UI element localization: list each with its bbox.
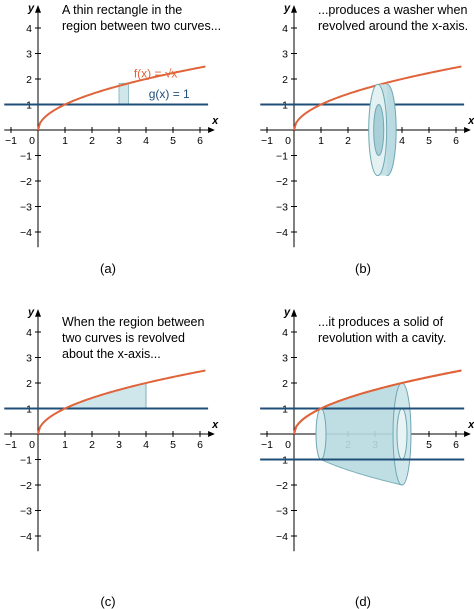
x-axis-label: x — [467, 115, 474, 127]
panel-label: (a) — [100, 261, 116, 276]
y-axis-label: y — [283, 306, 291, 318]
y-tick-label: −2 — [276, 176, 288, 188]
x-tick-label: −1 — [261, 439, 273, 451]
x-axis-arrow — [208, 127, 215, 133]
solid-body — [320, 382, 403, 486]
y-tick-label: −3 — [276, 202, 288, 214]
origin-label: 0 — [285, 135, 291, 147]
x-tick-label: 3 — [116, 135, 122, 147]
y-tick-label: −3 — [276, 506, 288, 518]
x-tick-label: 6 — [197, 135, 203, 147]
y-tick-label: −1 — [20, 151, 32, 163]
x-tick-label: 1 — [62, 135, 68, 147]
caption-line: region between two curves... — [62, 19, 221, 33]
y-tick-label: −2 — [20, 480, 32, 492]
y-axis-label: y — [283, 2, 291, 14]
panel-c: When the region between two curves is rev… — [4, 306, 219, 609]
x-tick-label: 6 — [197, 439, 203, 451]
y-tick-label: −3 — [20, 202, 32, 214]
panel-b: ...produces a washer when revolved around… — [260, 2, 474, 276]
x-tick-label: 5 — [170, 135, 176, 147]
y-tick-label: −4 — [20, 227, 32, 239]
x-tick-label: −1 — [5, 135, 17, 147]
origin-label: 0 — [29, 439, 35, 451]
x-axis-label: x — [211, 419, 219, 431]
y-tick-label: 3 — [282, 49, 288, 61]
y-tick-label: −4 — [276, 531, 288, 543]
x-tick-label: 6 — [453, 439, 459, 451]
y-tick-label: −3 — [20, 506, 32, 518]
caption-line: ...produces a washer when — [318, 3, 467, 17]
x-tick-label: 4 — [399, 135, 405, 147]
x-axis-arrow — [464, 431, 471, 437]
x-tick-label: 5 — [426, 439, 432, 451]
f-curve — [37, 65, 206, 131]
y-tick-label: 4 — [282, 327, 288, 339]
x-tick-label: 6 — [453, 135, 459, 147]
y-tick-label: −2 — [20, 176, 32, 188]
panel-a: A thin rectangle in the region between tw… — [4, 2, 221, 276]
solid-cavity — [396, 408, 408, 460]
panel-d: ...it produces a solid of revolution with… — [260, 306, 474, 609]
y-tick-label: 3 — [26, 353, 32, 365]
caption-line: ...it produces a solid of — [318, 315, 444, 329]
x-tick-label: −1 — [261, 135, 273, 147]
x-tick-label: 1 — [62, 439, 68, 451]
y-tick-label: 4 — [26, 23, 32, 35]
y-axis-arrow — [35, 309, 41, 317]
panel-label: (b) — [355, 261, 371, 276]
y-axis-label: y — [27, 2, 35, 14]
solid-left-face — [315, 408, 327, 460]
panel-label: (c) — [100, 594, 115, 609]
origin-label: 0 — [285, 439, 291, 451]
origin-label: 0 — [29, 135, 35, 147]
panel-label: (d) — [355, 594, 371, 609]
y-axis-label: y — [27, 306, 35, 318]
y-tick-label: −1 — [20, 455, 32, 467]
y-tick-label: 3 — [282, 353, 288, 365]
y-tick-label: 2 — [26, 74, 32, 86]
x-tick-label: 2 — [89, 135, 95, 147]
g-curve-label: g(x) = 1 — [149, 87, 190, 101]
x-tick-label: 4 — [143, 439, 149, 451]
y-tick-label: 4 — [26, 327, 32, 339]
x-tick-label: 1 — [318, 135, 324, 147]
thin-rectangle — [118, 82, 129, 105]
y-tick-label: 2 — [282, 74, 288, 86]
x-tick-label: 5 — [426, 135, 432, 147]
f-curve — [37, 369, 206, 435]
x-axis-label: x — [211, 115, 219, 127]
region — [65, 383, 146, 409]
y-tick-label: −4 — [276, 227, 288, 239]
caption-line: revolution with a cavity. — [318, 331, 446, 345]
y-tick-label: −2 — [276, 480, 288, 492]
y-tick-label: 2 — [26, 378, 32, 390]
y-tick-label: −1 — [276, 151, 288, 163]
x-tick-label: 4 — [143, 135, 149, 147]
x-tick-label: 2 — [345, 135, 351, 147]
x-axis-arrow — [208, 431, 215, 437]
caption-line: When the region between — [62, 315, 205, 329]
x-tick-label: 5 — [170, 439, 176, 451]
f-curve — [293, 369, 462, 435]
x-axis-arrow — [464, 127, 471, 133]
y-tick-label: −4 — [20, 531, 32, 543]
x-tick-label: 3 — [116, 439, 122, 451]
caption-line: A thin rectangle in the — [62, 3, 182, 17]
y-tick-label: 3 — [26, 49, 32, 61]
y-axis-arrow — [35, 5, 41, 13]
x-tick-label: 2 — [89, 439, 95, 451]
y-axis-arrow — [291, 309, 297, 317]
y-axis-arrow — [291, 5, 297, 13]
caption-line: two curves is revolved — [62, 331, 185, 345]
washer-hole — [373, 104, 385, 156]
caption-line: revolved around the x-axis. — [318, 19, 468, 33]
y-tick-label: 4 — [282, 23, 288, 35]
x-tick-label: −1 — [5, 439, 17, 451]
caption-line: about the x-axis... — [62, 347, 161, 361]
y-tick-label: 2 — [282, 378, 288, 390]
f-curve-label: f(x) = √x — [134, 67, 178, 81]
x-axis-label: x — [467, 419, 474, 431]
